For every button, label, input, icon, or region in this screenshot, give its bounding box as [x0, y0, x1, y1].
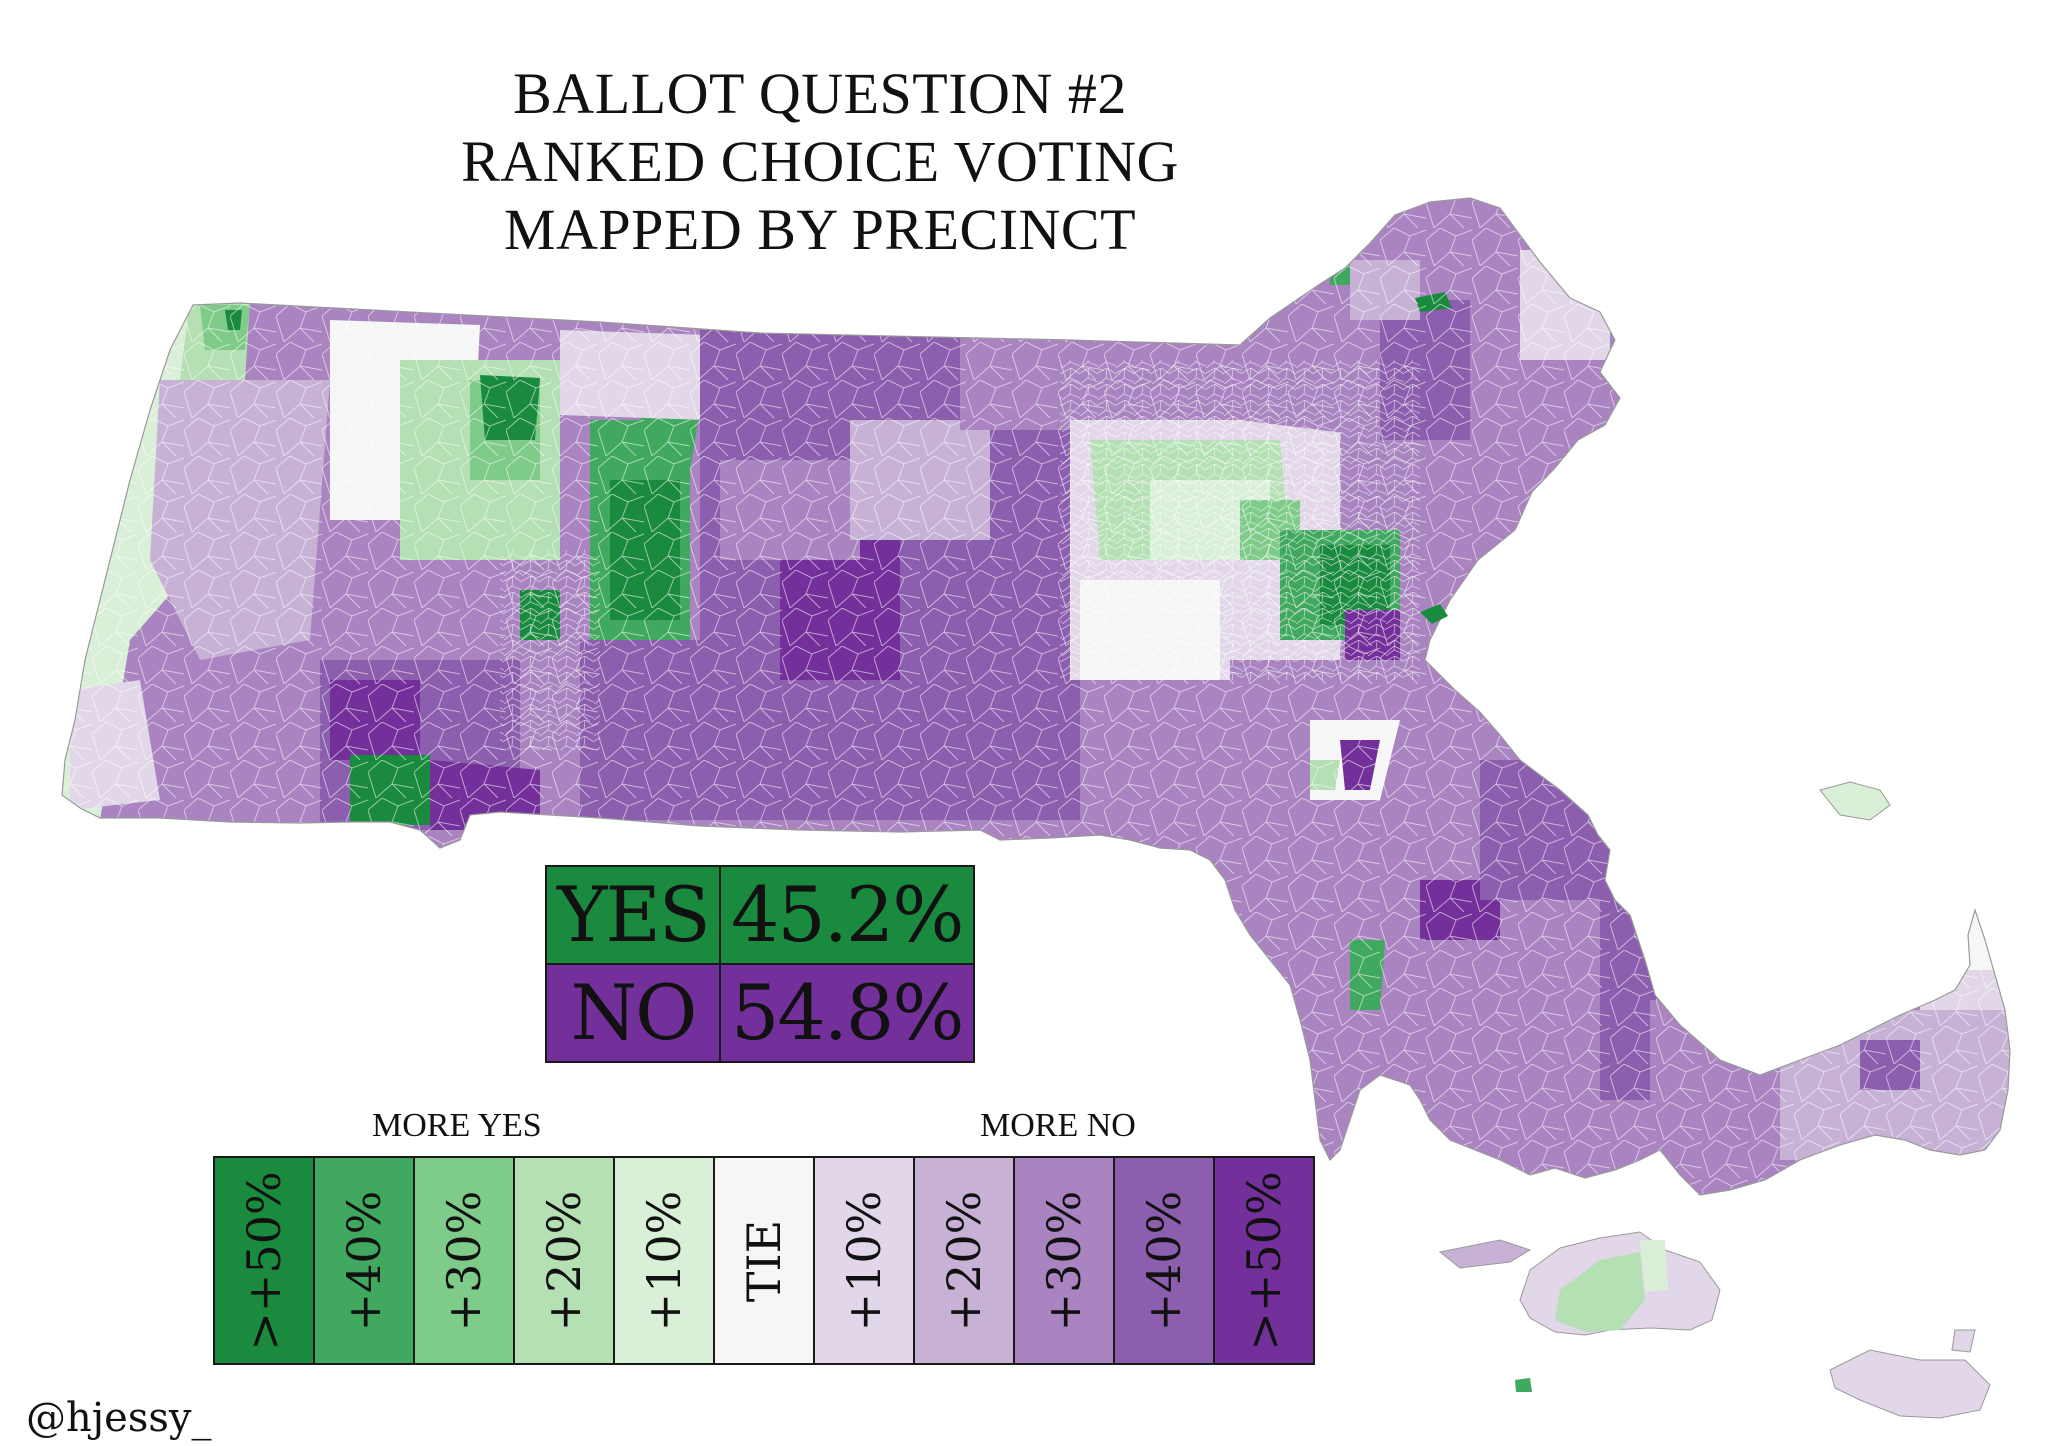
- legend-scale: >+50% +40% +30% +20% +10% TIE +10% +20% +30% +40%…: [213, 1156, 1315, 1365]
- results-table: YES 45.2% NO 54.8%: [545, 865, 975, 1063]
- title-line-3: MAPPED BY PRECINCT: [503, 197, 1137, 262]
- yes-label: YES: [545, 865, 721, 965]
- legend-bin-label: +20%: [937, 1190, 991, 1331]
- title-line-2: RANKED CHOICE VOTING: [461, 129, 1179, 194]
- yes-value: 45.2%: [719, 865, 975, 965]
- legend-bin-label: +10%: [637, 1190, 691, 1331]
- legend-bin: >+50%: [215, 1158, 315, 1363]
- legend-bin-label: >+50%: [237, 1170, 291, 1351]
- title-line-1: BALLOT QUESTION #2: [513, 61, 1127, 126]
- no-label: NO: [545, 963, 721, 1063]
- legend-bin-label: >+50%: [1237, 1170, 1291, 1351]
- legend-bin: +30%: [415, 1158, 515, 1363]
- legend-more-no: MORE NO: [980, 1107, 1136, 1144]
- author-credit: @hjessy_: [26, 1395, 212, 1441]
- legend-bin: +10%: [815, 1158, 915, 1363]
- legend-bin: +40%: [1115, 1158, 1215, 1363]
- legend-bin-label: +40%: [337, 1190, 391, 1331]
- legend-bin: +40%: [315, 1158, 415, 1363]
- legend-bin-label: +30%: [1037, 1190, 1091, 1331]
- legend-bin: >+50%: [1215, 1158, 1313, 1363]
- yes-row: YES 45.2%: [545, 865, 975, 965]
- legend-bin-label: +30%: [437, 1190, 491, 1331]
- legend-bin-label: +20%: [537, 1190, 591, 1331]
- no-value: 54.8%: [719, 963, 975, 1063]
- islands: [1420, 604, 1991, 1419]
- legend-bin-label: TIE: [737, 1219, 791, 1302]
- legend-more-yes: MORE YES: [372, 1107, 542, 1144]
- legend-bin-label: +40%: [1137, 1190, 1191, 1331]
- map-title: BALLOT QUESTION #2 RANKED CHOICE VOTING …: [380, 60, 1260, 264]
- legend-bin: +30%: [1015, 1158, 1115, 1363]
- legend-bin: TIE: [715, 1158, 815, 1363]
- no-row: NO 54.8%: [545, 963, 975, 1063]
- legend-bin: +10%: [615, 1158, 715, 1363]
- legend-bin: +20%: [515, 1158, 615, 1363]
- legend-bin: +20%: [915, 1158, 1015, 1363]
- legend-bin-label: +10%: [837, 1190, 891, 1331]
